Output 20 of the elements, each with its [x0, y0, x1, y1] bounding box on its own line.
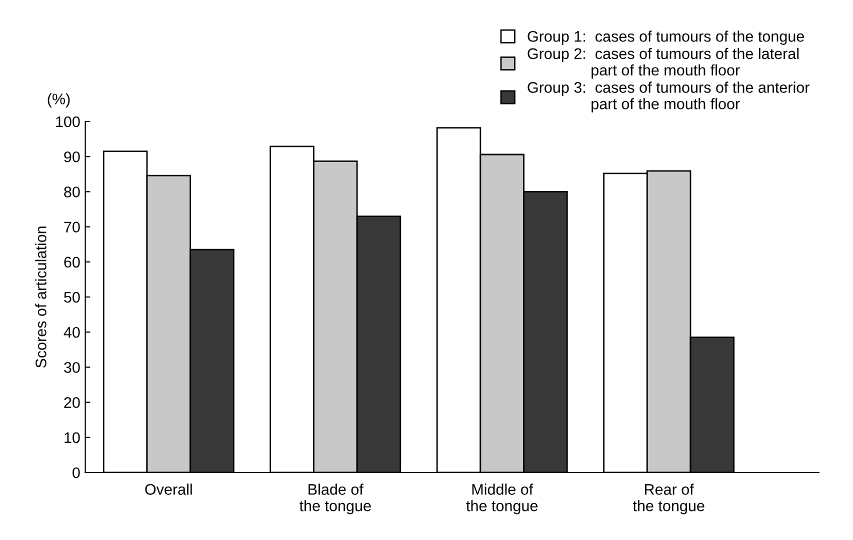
legend-label: Group 1: cases of tumours of the tongue	[528, 30, 804, 45]
y-tick-label: 100	[56, 116, 80, 128]
y-tick-label: 70	[64, 222, 80, 232]
y-tick-label: 50	[64, 292, 80, 303]
y-tick-label: 10	[64, 432, 80, 444]
y-tick-label: 30	[64, 362, 80, 373]
x-tick-label: Overall	[145, 484, 192, 495]
y-tick-label: 40	[64, 326, 80, 338]
x-tick-label: Middle of the tongue	[466, 484, 538, 514]
x-tick-label: Blade of the tongue	[300, 484, 371, 514]
y-tick-label: 90	[64, 151, 80, 162]
y-tick-label: 20	[64, 397, 80, 408]
y-tick-label: 0	[72, 467, 80, 478]
legend-label: Group 2: cases of tumours of the lateral part of the mouth floor	[528, 48, 799, 79]
x-tick-label: Rear of the tongue	[632, 484, 704, 514]
text: (%)	[48, 93, 70, 108]
y-axis-title: Scores of articulation	[35, 226, 46, 368]
y-tick-label: 80	[64, 186, 80, 198]
legend-label: Group 3: cases of tumours of the anterior part of the mouth floor	[528, 82, 810, 112]
y-tick-label: 60	[64, 256, 80, 268]
